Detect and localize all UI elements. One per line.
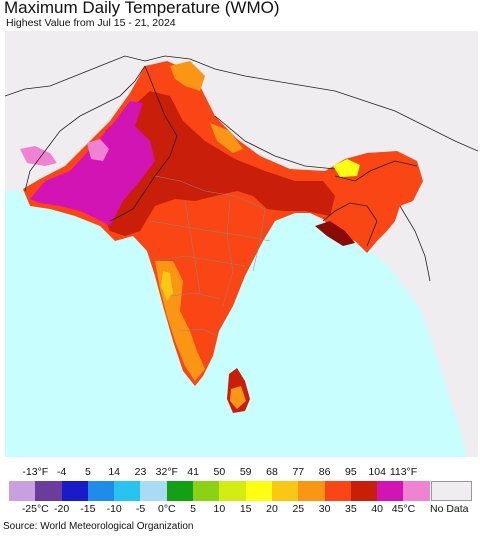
country-borders bbox=[5, 55, 478, 282]
temperature-map bbox=[5, 31, 478, 457]
legend-swatch bbox=[87, 481, 115, 501]
region-extreme-heat-light bbox=[20, 146, 57, 166]
legend-swatch bbox=[245, 481, 272, 501]
legend-tick-fahrenheit: 95 bbox=[345, 466, 357, 478]
legend-tick-fahrenheit: 23 bbox=[134, 466, 147, 478]
region-very-hot-coast bbox=[315, 221, 355, 246]
legend-swatch bbox=[403, 481, 430, 501]
legend-tick-fahrenheit: 86 bbox=[318, 466, 331, 478]
legend-tick-celsius: -15 bbox=[80, 503, 96, 515]
legend-tick-celsius: 10 bbox=[213, 503, 226, 515]
legend-tick-celsius: -5 bbox=[135, 503, 146, 515]
legend-swatch bbox=[140, 481, 167, 501]
legend-fahrenheit-scale: -13°F -4 5 14 23 32°F 41 50 59 68 77 86 95 104 113°F bbox=[0, 466, 480, 480]
legend-tick-celsius: 20 bbox=[266, 503, 278, 515]
region-extreme-heat-light bbox=[87, 139, 109, 161]
legend-tick-fahrenheit: 59 bbox=[239, 466, 252, 478]
legend-swatch bbox=[219, 481, 246, 501]
legend-tick-fahrenheit: -13°F bbox=[22, 466, 49, 478]
region-cool bbox=[333, 159, 360, 177]
legend-tick-celsius: 0°C bbox=[157, 503, 176, 515]
legend-swatch bbox=[166, 481, 194, 501]
map-title: Maximum Daily Temperature (WMO) bbox=[4, 0, 280, 17]
legend-swatch bbox=[350, 481, 378, 501]
legend-no-data-label: No Data bbox=[430, 503, 469, 515]
legend-tick-fahrenheit: 41 bbox=[187, 466, 199, 478]
legend-tick-celsius: 5 bbox=[190, 503, 197, 515]
state-borders bbox=[149, 175, 271, 337]
legend-tick-celsius: -20 bbox=[54, 503, 70, 515]
legend-tick-fahrenheit: 113°F bbox=[389, 466, 418, 478]
legend-tick-celsius: 25 bbox=[292, 503, 305, 515]
region-very-hot bbox=[103, 91, 335, 236]
legend-tick-celsius: -10 bbox=[106, 503, 122, 515]
legend-tick-fahrenheit: 14 bbox=[108, 466, 121, 478]
legend-tick-celsius: 30 bbox=[318, 503, 331, 515]
map-subtitle: Highest Value from Jul 15 - 21, 2024 bbox=[6, 17, 176, 29]
legend-color-bar bbox=[9, 481, 430, 501]
legend-tick-celsius: 40 bbox=[371, 503, 384, 515]
legend-swatch bbox=[114, 481, 141, 501]
land-no-data-east bbox=[395, 281, 478, 457]
legend-swatch bbox=[377, 481, 404, 501]
legend-celsius-scale: -25°C -20 -15 -10 -5 0°C 5 10 15 20 25 30 35 40 45°C bbox=[0, 503, 480, 517]
legend-tick-fahrenheit: 104 bbox=[368, 466, 386, 478]
legend-swatch bbox=[324, 481, 351, 501]
legend-tick-fahrenheit: -4 bbox=[56, 466, 67, 478]
legend-swatch bbox=[35, 481, 62, 501]
legend-tick-fahrenheit: 50 bbox=[213, 466, 226, 478]
legend-tick-fahrenheit: 32°F bbox=[155, 466, 178, 478]
region-mild bbox=[161, 271, 173, 301]
legend-no-data-swatch bbox=[431, 481, 472, 501]
legend-tick-celsius: 35 bbox=[345, 503, 357, 515]
legend-swatch bbox=[61, 481, 88, 501]
legend-tick-celsius: 45°C bbox=[391, 503, 416, 515]
region-warm bbox=[170, 61, 205, 91]
legend-swatch bbox=[9, 481, 36, 501]
legend-tick-fahrenheit: 77 bbox=[292, 466, 305, 478]
legend-swatch bbox=[193, 481, 220, 501]
region-warm bbox=[210, 123, 243, 153]
legend-tick-celsius: -25°C bbox=[21, 503, 49, 515]
legend-tick-celsius: 15 bbox=[239, 503, 252, 515]
legend-swatch bbox=[298, 481, 325, 501]
legend-tick-fahrenheit: 5 bbox=[84, 466, 91, 478]
source-credit: Source: World Meteorological Organizatio… bbox=[3, 521, 194, 532]
region-extreme-heat bbox=[30, 101, 155, 226]
legend-tick-fahrenheit: 68 bbox=[266, 466, 278, 478]
sri-lanka-warm bbox=[230, 386, 246, 409]
legend-swatch bbox=[271, 481, 299, 501]
